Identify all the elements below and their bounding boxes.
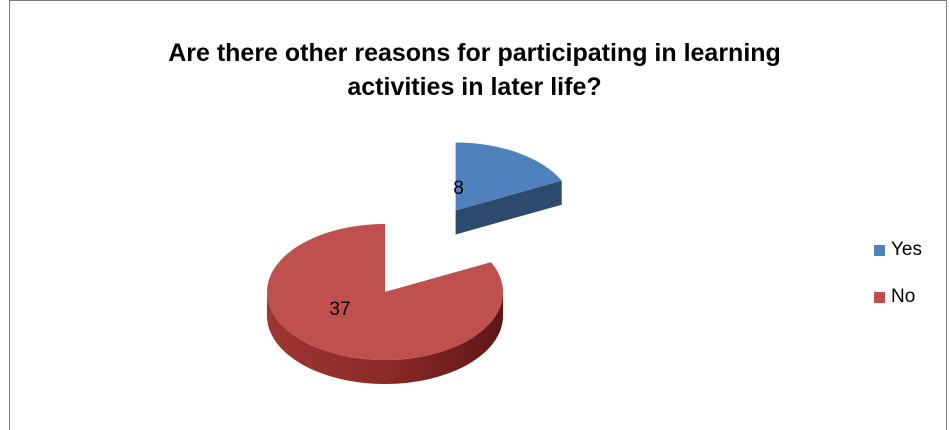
slice-no: 37 xyxy=(267,224,504,384)
chart-title: Are there other reasons for participatin… xyxy=(0,36,949,104)
data-label-no: 37 xyxy=(329,299,350,320)
legend-swatch-yes xyxy=(874,244,885,256)
slice-yes: 8 xyxy=(453,142,562,235)
slice-top-yes xyxy=(455,142,562,211)
slice-side-no xyxy=(267,292,503,384)
slice-cut-yes-1 xyxy=(455,180,562,235)
legend-label-yes: Yes xyxy=(891,239,922,260)
legend-swatch-no xyxy=(874,291,885,303)
slice-top-no xyxy=(267,224,504,360)
legend-label-no: No xyxy=(891,286,916,307)
legend-item-yes: Yes xyxy=(874,238,922,262)
legend-item-no: No xyxy=(874,285,922,309)
data-label-yes: 8 xyxy=(453,178,464,199)
legend: Yes No xyxy=(874,238,922,332)
chart-title-line-2: activities in later life? xyxy=(347,73,602,101)
chart-title-line-1: Are there other reasons for participatin… xyxy=(168,39,781,67)
